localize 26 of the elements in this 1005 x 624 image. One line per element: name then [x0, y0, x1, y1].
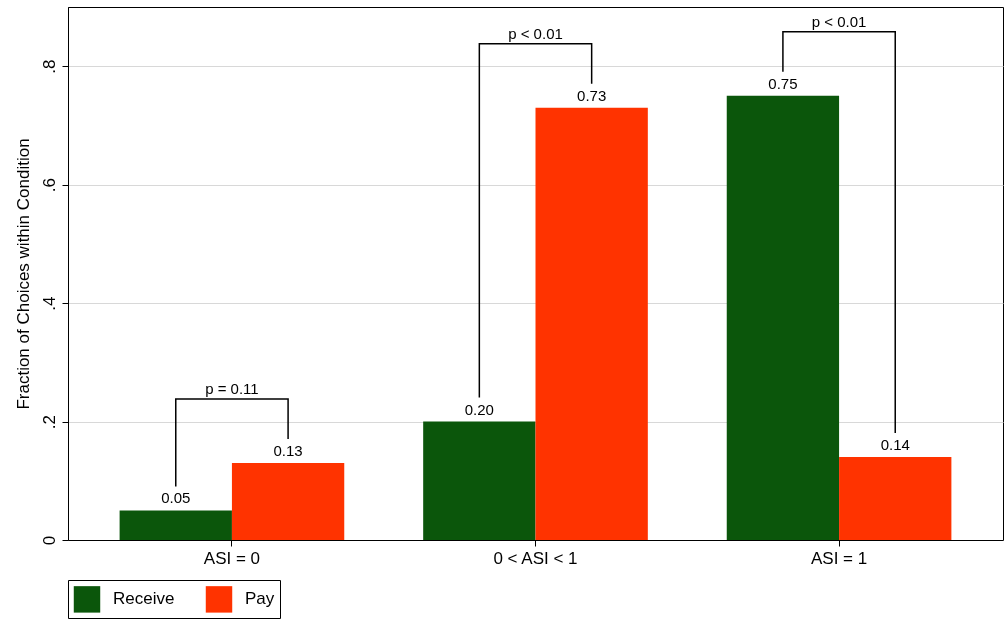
data-label: 0.13	[273, 442, 303, 460]
legend-label: Receive	[113, 589, 175, 609]
x-tick-label: ASI = 0	[203, 548, 261, 568]
data-label: 0.73	[577, 86, 607, 104]
data-label: 0.14	[880, 436, 910, 454]
bar	[535, 107, 648, 540]
annotation: p = 0.11	[205, 380, 259, 398]
annotation: p < 0.01	[508, 24, 563, 42]
data-label: 0.20	[464, 400, 494, 418]
x-tick-label: 0 < ASI < 1	[493, 548, 578, 568]
bar	[231, 463, 345, 540]
bar	[839, 457, 952, 540]
y-tick-label: .8	[39, 59, 59, 74]
bar	[423, 421, 536, 540]
y-tick-label: .2	[39, 414, 59, 430]
bar	[726, 95, 840, 540]
y-tick-label: .6	[39, 178, 59, 193]
y-axis-title: Fraction of Choices within Condition	[13, 138, 33, 410]
annotation: p < 0.01	[811, 12, 867, 30]
legend-label: Pay	[245, 589, 275, 609]
y-tick-label: .4	[39, 296, 59, 311]
y-tick-label: 0	[39, 535, 59, 546]
x-tick-label: ASI = 1	[810, 548, 868, 568]
bar	[119, 510, 232, 540]
data-label: 0.05	[161, 489, 191, 507]
data-label: 0.75	[768, 74, 798, 92]
